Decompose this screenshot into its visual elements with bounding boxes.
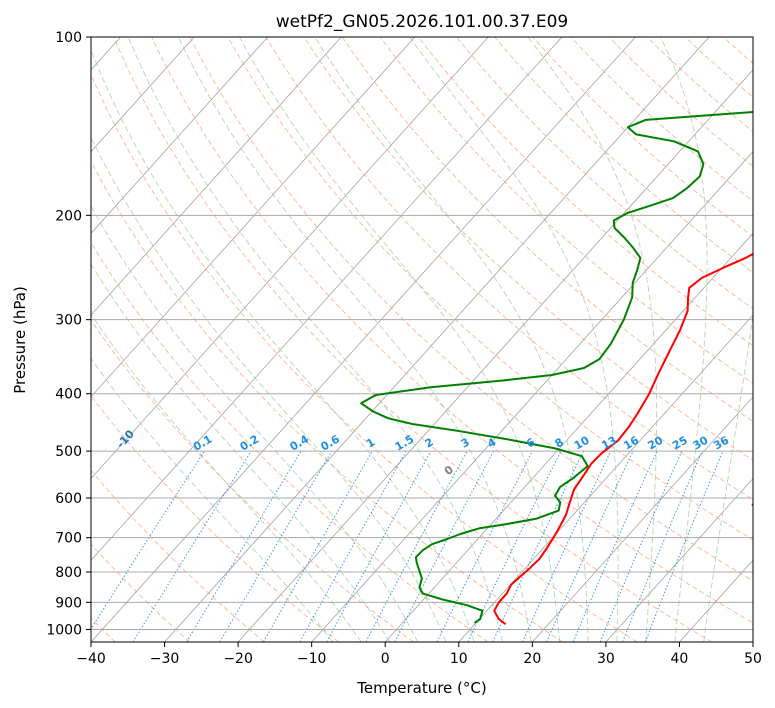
- mixing-ratio-line: [644, 450, 724, 642]
- dry-adiabat-line: [379, 37, 753, 384]
- x-tick-label: 20: [523, 651, 541, 667]
- dry-adiabat-line: [761, 37, 775, 642]
- isotherm-line: [91, 37, 269, 234]
- y-tick-label: 300: [55, 313, 82, 329]
- y-tick-label: 1000: [46, 622, 82, 638]
- dry-adiabat-line: [91, 241, 489, 642]
- moist-adiabat-line: [527, 37, 658, 642]
- moist-adiabat-line: [703, 312, 753, 642]
- dry-adiabat-line: [189, 37, 753, 582]
- dewpoint-line: [360, 111, 753, 624]
- moist-adiabat-line: [177, 37, 532, 642]
- dry-adiabat-line: [91, 395, 340, 642]
- x-tick-label: −20: [223, 651, 253, 667]
- isotherm-line: [605, 477, 753, 642]
- isotherm-line: [458, 314, 753, 642]
- dry-adiabat-label: -20: [30, 394, 53, 418]
- mixing-ratio-line: [436, 450, 533, 642]
- isotherm-line: [384, 232, 753, 642]
- moist-adiabat-line: [239, 37, 561, 642]
- isotherm-line: [91, 37, 195, 153]
- isotherm-line: [91, 37, 342, 316]
- dry-adiabat-line: [456, 37, 753, 310]
- moist-adiabat-line: [91, 205, 419, 642]
- mixing-ratio-line: [622, 450, 703, 642]
- chart-title: wetPf2_GN05.2026.101.00.37.E09: [276, 12, 568, 32]
- isotherm-line: [752, 641, 753, 642]
- x-tick-label: 0: [381, 651, 390, 667]
- mixing-ratio-line: [186, 450, 302, 642]
- y-tick-label: 700: [55, 531, 82, 547]
- moist-adiabat-line: [91, 357, 334, 642]
- moist-adiabat-line: [127, 37, 504, 642]
- dry-adiabat-line: [570, 37, 753, 202]
- y-tick-label: 900: [55, 595, 82, 611]
- x-tick-label: −40: [76, 651, 106, 667]
- isotherm-line: [91, 37, 636, 642]
- moist-adiabat-line: [409, 37, 619, 642]
- mixing-ratio-line: [326, 450, 432, 642]
- y-tick-label: 800: [55, 565, 82, 581]
- moist-adiabat-label: 10: [749, 494, 769, 514]
- y-tick-label: 400: [55, 387, 82, 403]
- x-tick-label: 40: [671, 651, 689, 667]
- x-tick-label: −30: [150, 651, 180, 667]
- dry-adiabat-line: [151, 37, 753, 624]
- plot-frame: [90, 36, 754, 643]
- dry-adiabat-line: [494, 37, 753, 273]
- dry-adiabat-line: [418, 37, 753, 347]
- x-tick-label: 10: [450, 651, 468, 667]
- dry-adiabat-line: [341, 37, 753, 422]
- isotherm-line: [91, 37, 489, 480]
- dry-adiabat-line: [113, 37, 713, 642]
- moist-adiabat-line: [91, 313, 362, 642]
- dry-adiabat-line: [91, 160, 563, 642]
- pressure-gridlines: [91, 37, 753, 630]
- y-tick-label: 600: [55, 491, 82, 507]
- x-tick-label: 30: [597, 651, 615, 667]
- x-axis-label: Temperature (°C): [356, 679, 486, 697]
- mixing-ratio-line: [492, 450, 585, 642]
- dry-adiabat-line: [303, 37, 753, 461]
- x-tick-label: 50: [744, 651, 762, 667]
- mixing-ratio-line: [91, 450, 205, 630]
- mixing-ratio-line: [365, 450, 468, 642]
- mixing-ratio-line: [599, 450, 683, 642]
- y-tick-label: 100: [55, 30, 82, 46]
- dry-adiabat-line: [265, 37, 753, 501]
- mixing-ratio-line: [394, 450, 495, 642]
- mixing-ratio-line: [299, 450, 407, 642]
- y-axis-label: Pressure (hPa): [11, 286, 29, 394]
- moist-adiabat-line: [91, 263, 390, 642]
- dry-adiabat-line: [227, 37, 753, 541]
- dry-adiabat-line: [91, 319, 414, 642]
- isotherm-line: [532, 396, 753, 642]
- x-axis: −40 −30 −20 −10 0 10 20 30 40 50: [76, 642, 762, 667]
- moist-adiabat-line: [91, 136, 447, 642]
- series-layer: [360, 111, 753, 625]
- x-tick-label: −10: [297, 651, 327, 667]
- dry-adiabat-line: [91, 73, 638, 642]
- mixing-ratio-line: [132, 450, 252, 642]
- moist-adiabat-line: [91, 48, 475, 642]
- temperature-line: [493, 252, 753, 625]
- background-lines: [91, 37, 775, 642]
- mixing-ratio-line: [522, 450, 612, 642]
- mixing-ratio-line: [546, 450, 634, 642]
- isotherm-line: [237, 69, 753, 642]
- y-tick-label: 200: [55, 208, 82, 224]
- y-tick-label: 500: [55, 444, 82, 460]
- isotherm-line: [91, 37, 563, 561]
- isotherm-line: [164, 37, 710, 642]
- moist-adiabat-line: [659, 37, 708, 642]
- y-axis: 1000 900 800 700 600 500 400 300 200 100: [46, 30, 91, 638]
- mixing-ratio-line: [572, 450, 658, 642]
